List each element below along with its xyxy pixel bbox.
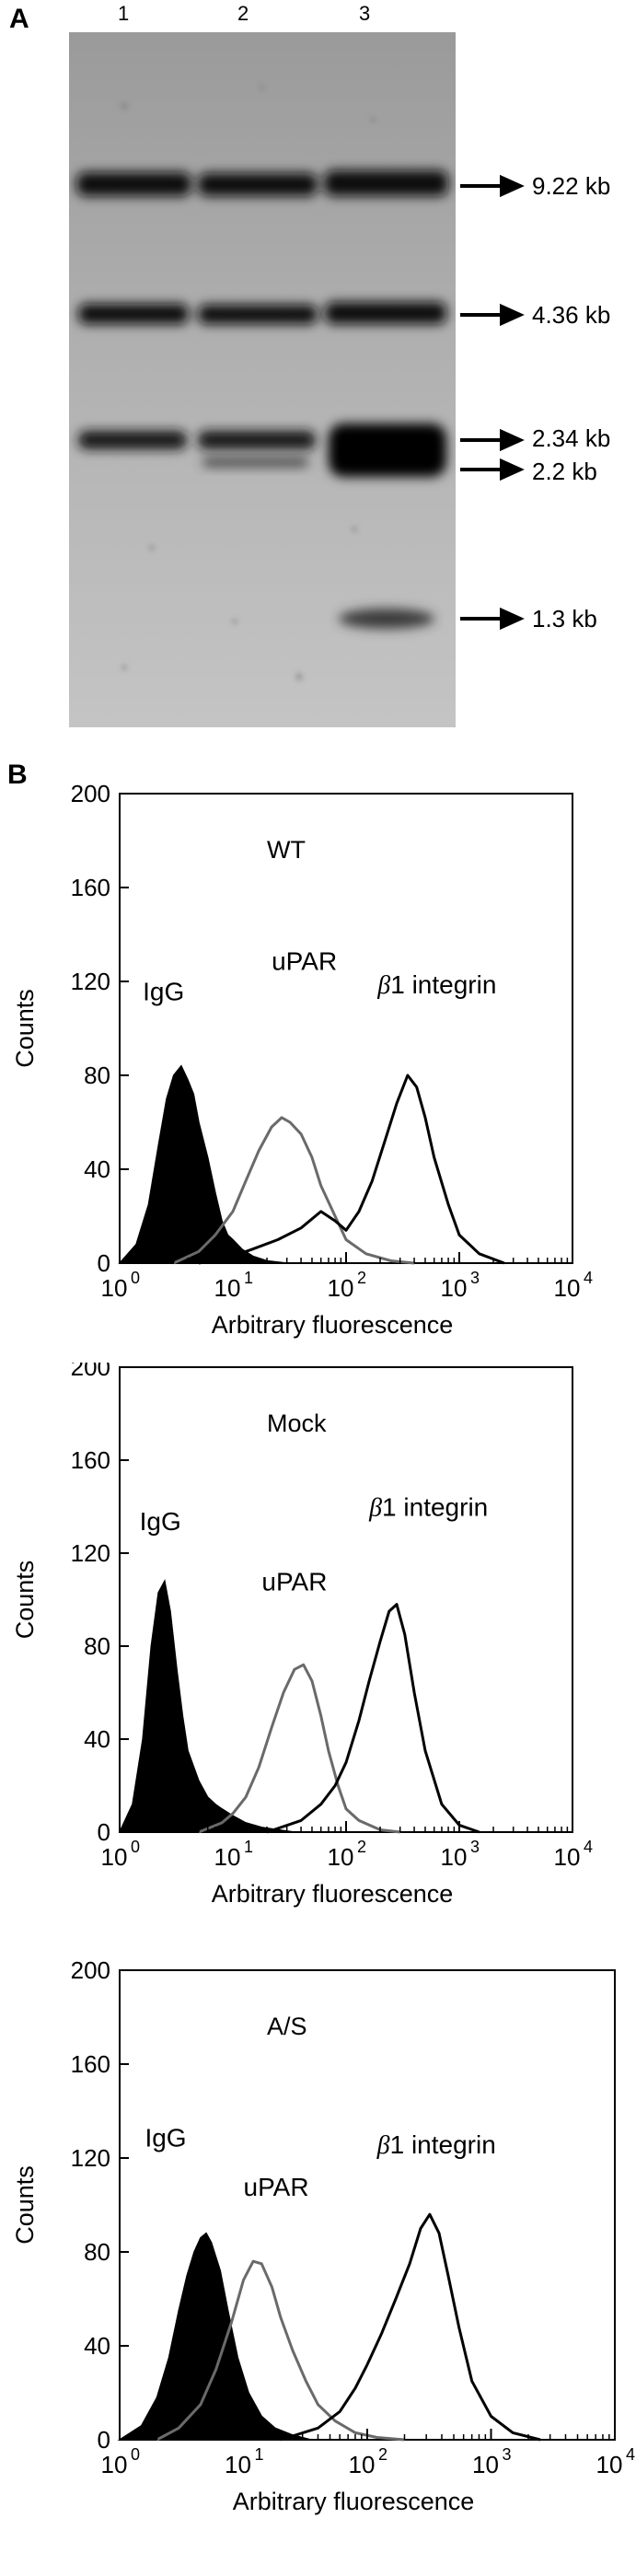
x-tick-label: 10 <box>441 1843 468 1871</box>
series-3-histogram <box>280 2212 541 2442</box>
band-arrows <box>460 174 525 631</box>
series-2-histogram <box>156 2259 405 2442</box>
series-2-label: uPAR <box>244 2173 309 2201</box>
x-tick-exponent: 2 <box>357 1838 366 1856</box>
series-2-histogram <box>198 1663 400 1834</box>
lane-label-1: 1 <box>118 2 130 25</box>
y-tick-label: 120 <box>71 968 110 995</box>
y-tick-label: 0 <box>98 2426 110 2454</box>
band-1-3kb <box>339 609 434 629</box>
marker-label-9-22kb: 9.22 kb <box>532 172 611 200</box>
band-9-22kb <box>76 170 448 196</box>
series-3-label: β1 integrin <box>376 2130 496 2160</box>
x-tick-label: 10 <box>101 1274 128 1302</box>
y-tick-label: 120 <box>71 1539 110 1567</box>
x-tick-exponent: 0 <box>131 2445 140 2464</box>
lane-label-2: 2 <box>237 2 249 25</box>
series-1-label: IgG <box>145 2123 186 2152</box>
y-tick-label: 80 <box>84 1632 110 1660</box>
panel-b-letter: B <box>7 760 28 790</box>
x-tick-label: 10 <box>328 1274 354 1302</box>
y-tick-label: 40 <box>84 1155 110 1183</box>
x-tick-label: 10 <box>214 1274 241 1302</box>
y-tick-label: 80 <box>84 2238 110 2266</box>
series-2-label: uPAR <box>261 1567 327 1595</box>
marker-label-2-2kb: 2.2 kb <box>532 458 597 485</box>
series-1-histogram <box>117 2232 311 2441</box>
y-tick-label: 200 <box>71 1956 110 1984</box>
x-tick-exponent: 4 <box>584 1269 593 1287</box>
marker-label-4-36kb: 4.36 kb <box>532 301 611 329</box>
y-tick-label: 0 <box>98 1818 110 1846</box>
series-2-label: uPAR <box>272 946 337 975</box>
series-1-label: IgG <box>140 1507 181 1536</box>
series-1-histogram <box>118 1064 287 1264</box>
band-4-36kb <box>78 302 446 324</box>
y-tick-label: 160 <box>71 2050 110 2078</box>
series-3-histogram <box>198 1073 505 1265</box>
band-2-34kb <box>78 431 316 449</box>
panel-a-letter: A <box>9 4 29 34</box>
x-tick-label: 10 <box>101 2451 128 2478</box>
series-3-histogram <box>266 1603 480 1834</box>
x-tick-exponent: 1 <box>244 1269 253 1287</box>
marker-label-1-3kb: 1.3 kb <box>532 605 597 632</box>
x-tick-exponent: 2 <box>357 1269 366 1287</box>
x-tick-label: 10 <box>596 2451 623 2478</box>
x-axis-label: Arbitrary fluorescence <box>233 2488 475 2515</box>
x-tick-exponent: 1 <box>244 1838 253 1856</box>
x-tick-exponent: 4 <box>626 2445 635 2464</box>
series-3-label: β1 integrin <box>368 1493 488 1523</box>
southern-blot-gel <box>69 32 456 727</box>
x-tick-label: 10 <box>472 2451 499 2478</box>
y-tick-label: 160 <box>71 874 110 901</box>
x-tick-label: 10 <box>225 2451 251 2478</box>
y-tick-label: 80 <box>84 1062 110 1089</box>
series-1-label: IgG <box>143 977 184 1005</box>
x-tick-exponent: 4 <box>584 1838 593 1856</box>
x-tick-exponent: 3 <box>470 1838 480 1856</box>
condition-label: A/S <box>267 2013 307 2040</box>
x-tick-label: 10 <box>349 2451 376 2478</box>
x-tick-exponent: 2 <box>378 2445 387 2464</box>
x-axis-label: Arbitrary fluorescence <box>212 1311 454 1339</box>
x-tick-label: 10 <box>441 1274 468 1302</box>
y-tick-label: 40 <box>84 2332 110 2360</box>
x-tick-label: 10 <box>101 1843 128 1871</box>
y-tick-label: 200 <box>71 1363 110 1381</box>
x-tick-label: 10 <box>328 1843 354 1871</box>
x-tick-exponent: 1 <box>255 2445 264 2464</box>
x-tick-label: 10 <box>214 1843 241 1871</box>
band-2-2kb <box>202 458 308 467</box>
condition-label: WT <box>267 836 306 864</box>
y-tick-label: 120 <box>71 2144 110 2172</box>
x-tick-label: 10 <box>554 1274 581 1302</box>
x-tick-exponent: 3 <box>503 2445 512 2464</box>
y-tick-label: 40 <box>84 1725 110 1753</box>
series-1-histogram <box>118 1579 295 1833</box>
lane-label-3: 3 <box>359 2 371 25</box>
series-3-label: β1 integrin <box>376 970 496 1000</box>
y-axis-label: Counts <box>11 2165 39 2245</box>
band-lane3-2-2-2-34kb <box>329 424 446 477</box>
y-tick-label: 160 <box>71 1446 110 1474</box>
y-axis-label: Counts <box>11 1561 39 1640</box>
y-axis-label: Counts <box>11 989 39 1068</box>
x-axis-label: Arbitrary fluorescence <box>212 1880 454 1908</box>
marker-label-2-34kb: 2.34 kb <box>532 424 611 452</box>
x-tick-label: 10 <box>554 1843 581 1871</box>
y-tick-label: 0 <box>98 1249 110 1277</box>
x-tick-exponent: 0 <box>131 1269 140 1287</box>
x-tick-exponent: 3 <box>470 1269 480 1287</box>
y-tick-label: 200 <box>71 783 110 807</box>
series-2-histogram <box>173 1116 415 1265</box>
condition-label: Mock <box>267 1410 327 1437</box>
x-tick-exponent: 0 <box>131 1838 140 1856</box>
